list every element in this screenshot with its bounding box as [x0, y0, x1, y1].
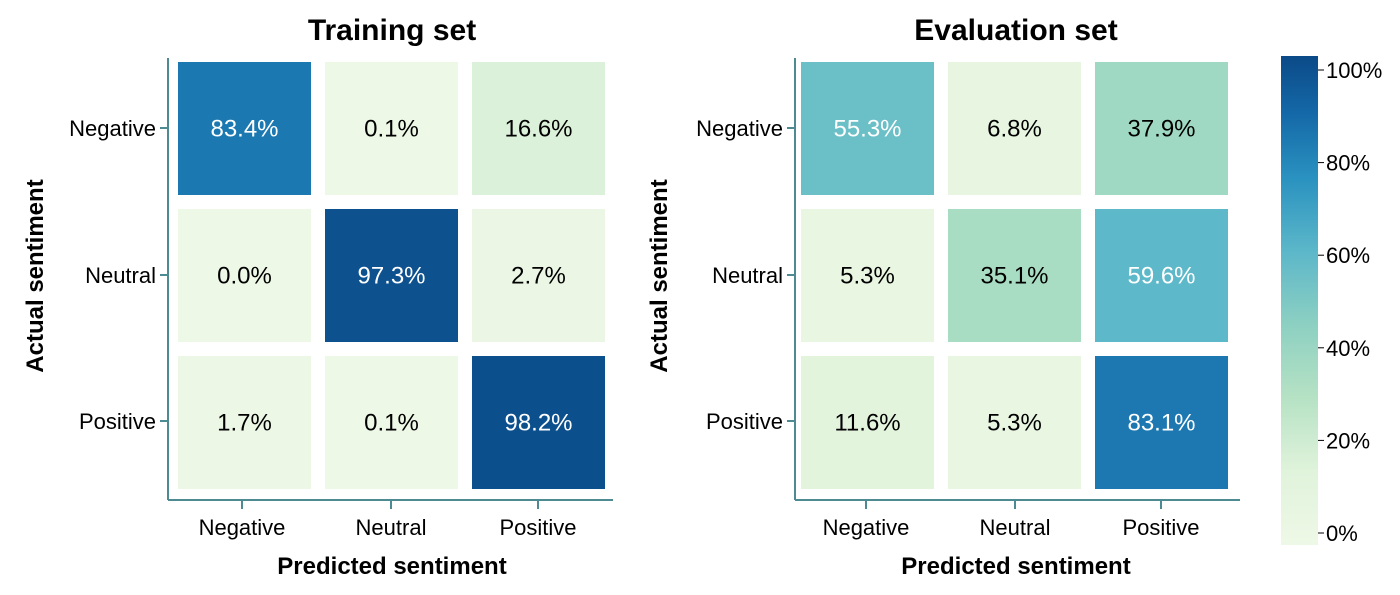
heatmap-cell — [472, 356, 605, 489]
heatmap-cell — [801, 356, 934, 489]
heatmap-cell — [1095, 356, 1228, 489]
cell-value-label: 5.3% — [840, 263, 895, 290]
cell-group: 83.4% 0.1% 16.6% 0.0% 97.3% 2.7% 1.7% 0.1% 98.2% — [178, 62, 605, 489]
cell-value-label: 83.1% — [1127, 410, 1195, 437]
x-tick-label: Neutral — [356, 515, 427, 540]
cell-group: 55.3% 6.8% 37.9% 5.3% 35.1% 59.6% 11.6% 5.3% 83.… — [801, 62, 1228, 489]
heatmap-cell — [948, 62, 1081, 195]
axes: Negative Neutral Positive Negative Neutral Po… — [696, 58, 1240, 540]
heatmap-panel-training: Training set 83.4% 0.1% 16.6% 0.0% 97.3% 2.7%… — [22, 14, 613, 580]
cell-value-label: 0.1% — [364, 116, 419, 143]
x-axis-label: Predicted sentiment — [277, 553, 506, 580]
colorbar-tick-label: 80% — [1326, 151, 1370, 176]
cell-value-label: 1.7% — [217, 410, 272, 437]
y-tick-label: Positive — [79, 409, 156, 434]
heatmap-cell — [325, 209, 458, 342]
heatmap-cell — [472, 209, 605, 342]
chart-title: Training set — [308, 14, 476, 47]
colorbar: 0% 20% 40% 60% 80% 100% — [1281, 56, 1382, 546]
x-tick-label: Negative — [199, 515, 286, 540]
cell-value-label: 5.3% — [987, 410, 1042, 437]
y-tick-label: Neutral — [85, 263, 156, 288]
y-axis-label: Actual sentiment — [22, 179, 49, 372]
heatmap-cell — [1095, 209, 1228, 342]
colorbar-gradient — [1281, 56, 1318, 545]
colorbar-tick-label: 0% — [1326, 521, 1358, 546]
cell-value-label: 83.4% — [210, 116, 278, 143]
heatmap-cell — [801, 209, 934, 342]
colorbar-tick-label: 100% — [1326, 58, 1382, 83]
heatmap-cell — [178, 62, 311, 195]
cell-value-label: 0.0% — [217, 263, 272, 290]
y-axis-label: Actual sentiment — [646, 179, 673, 372]
y-tick-label: Positive — [706, 409, 783, 434]
colorbar-tick-label: 60% — [1326, 243, 1370, 268]
cell-value-label: 59.6% — [1127, 263, 1195, 290]
colorbar-tick-label: 20% — [1326, 428, 1370, 453]
heatmap-cell — [801, 62, 934, 195]
heatmap-cell — [325, 356, 458, 489]
heatmap-cell — [1095, 62, 1228, 195]
axes: Negative Neutral Positive Negative Neutral Po… — [69, 58, 613, 540]
cell-value-label: 55.3% — [833, 116, 901, 143]
cell-value-label: 35.1% — [980, 263, 1048, 290]
y-tick-label: Neutral — [712, 263, 783, 288]
cell-value-label: 11.6% — [834, 410, 900, 437]
chart-title: Evaluation set — [914, 14, 1117, 47]
y-tick-label: Negative — [69, 116, 156, 141]
colorbar-tick-label: 40% — [1326, 336, 1370, 361]
cell-value-label: 98.2% — [504, 410, 572, 437]
heatmap-cell — [472, 62, 605, 195]
cell-value-label: 6.8% — [987, 116, 1042, 143]
y-tick-label: Negative — [696, 116, 783, 141]
cell-value-label: 2.7% — [511, 263, 566, 290]
heatmap-cell — [178, 209, 311, 342]
heatmap-cell — [948, 209, 1081, 342]
heatmap-panel-evaluation: Evaluation set 55.3% 6.8% 37.9% 5.3% 35.1% 59… — [646, 14, 1240, 580]
x-tick-label: Neutral — [980, 515, 1051, 540]
x-tick-label: Positive — [1122, 515, 1199, 540]
cell-value-label: 37.9% — [1127, 116, 1195, 143]
heatmap-cell — [178, 356, 311, 489]
x-tick-label: Positive — [499, 515, 576, 540]
cell-value-label: 0.1% — [364, 410, 419, 437]
cell-value-label: 16.6% — [504, 116, 572, 143]
x-tick-label: Negative — [823, 515, 910, 540]
heatmap-cell — [948, 356, 1081, 489]
x-axis-label: Predicted sentiment — [901, 553, 1130, 580]
cell-value-label: 97.3% — [357, 263, 425, 290]
colorbar-ticks: 0% 20% 40% 60% 80% 100% — [1318, 58, 1382, 546]
heatmap-cell — [325, 62, 458, 195]
